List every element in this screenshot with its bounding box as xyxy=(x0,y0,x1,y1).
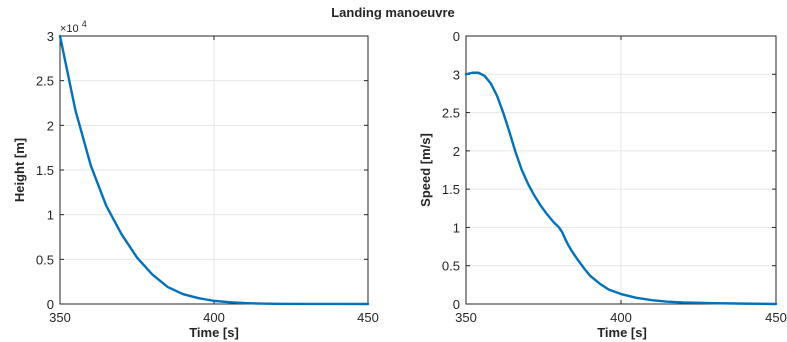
height-x-tick-labels: 350 400 450 xyxy=(49,310,379,325)
figure-title: Landing manoeuvre xyxy=(331,5,455,20)
height-plot: 350 400 450 0 0.5 1 1.5 2 2.5 3 ×10 4 Time [s] H… xyxy=(12,19,379,340)
height-y-tick-label: 2.5 xyxy=(36,74,54,89)
speed-grid xyxy=(466,36,776,304)
speed-y-tick-labels: 0 0.5 1 1.5 2 2.5 3 0 xyxy=(442,29,460,312)
speed-y-axis-label: Speed [m/s] xyxy=(418,133,433,207)
speed-y-tick-label: 2.5 xyxy=(442,106,460,121)
speed-y-tick-label: 3 xyxy=(453,67,460,82)
height-x-tick-label: 450 xyxy=(357,310,379,325)
height-y-tick-label: 2 xyxy=(47,118,54,133)
height-y-tick-label: 0 xyxy=(47,297,54,312)
height-exponent-base: ×10 xyxy=(60,23,79,35)
speed-x-axis-label: Time [s] xyxy=(597,325,647,340)
height-y-exponent-label: ×10 4 xyxy=(60,19,87,35)
height-x-tick-label: 350 xyxy=(49,310,71,325)
speed-x-tick-label: 450 xyxy=(765,310,787,325)
height-y-axis-label: Height [m] xyxy=(12,138,27,202)
height-y-tick-label: 3 xyxy=(47,29,54,44)
speed-x-tick-label: 400 xyxy=(610,310,632,325)
speed-plot: 350 400 450 0 0.5 1 1.5 2 2.5 3 0 Time [s] Speed … xyxy=(418,29,787,340)
speed-y-tick-label: 1 xyxy=(453,220,460,235)
speed-y-tick-label: 0 xyxy=(453,297,460,312)
height-x-axis-label: Time [s] xyxy=(189,325,239,340)
speed-series-line xyxy=(464,71,778,306)
speed-x-tick-label: 350 xyxy=(455,310,477,325)
height-x-tick-label: 400 xyxy=(203,310,225,325)
height-exponent-power: 4 xyxy=(82,19,87,29)
height-y-tick-label: 1 xyxy=(47,208,54,223)
speed-y-tick-label: 0.5 xyxy=(442,259,460,274)
speed-x-tick-labels: 350 400 450 xyxy=(455,310,787,325)
height-y-tick-label: 1.5 xyxy=(36,163,54,178)
height-grid xyxy=(60,36,368,304)
speed-y-tick-label: 0 xyxy=(453,29,460,44)
speed-y-tick-label: 2 xyxy=(453,144,460,159)
speed-y-tick-label: 1.5 xyxy=(442,182,460,197)
height-y-tick-labels: 0 0.5 1 1.5 2 2.5 3 xyxy=(36,29,54,312)
height-y-tick-label: 0.5 xyxy=(36,252,54,267)
height-series-line xyxy=(58,34,370,306)
